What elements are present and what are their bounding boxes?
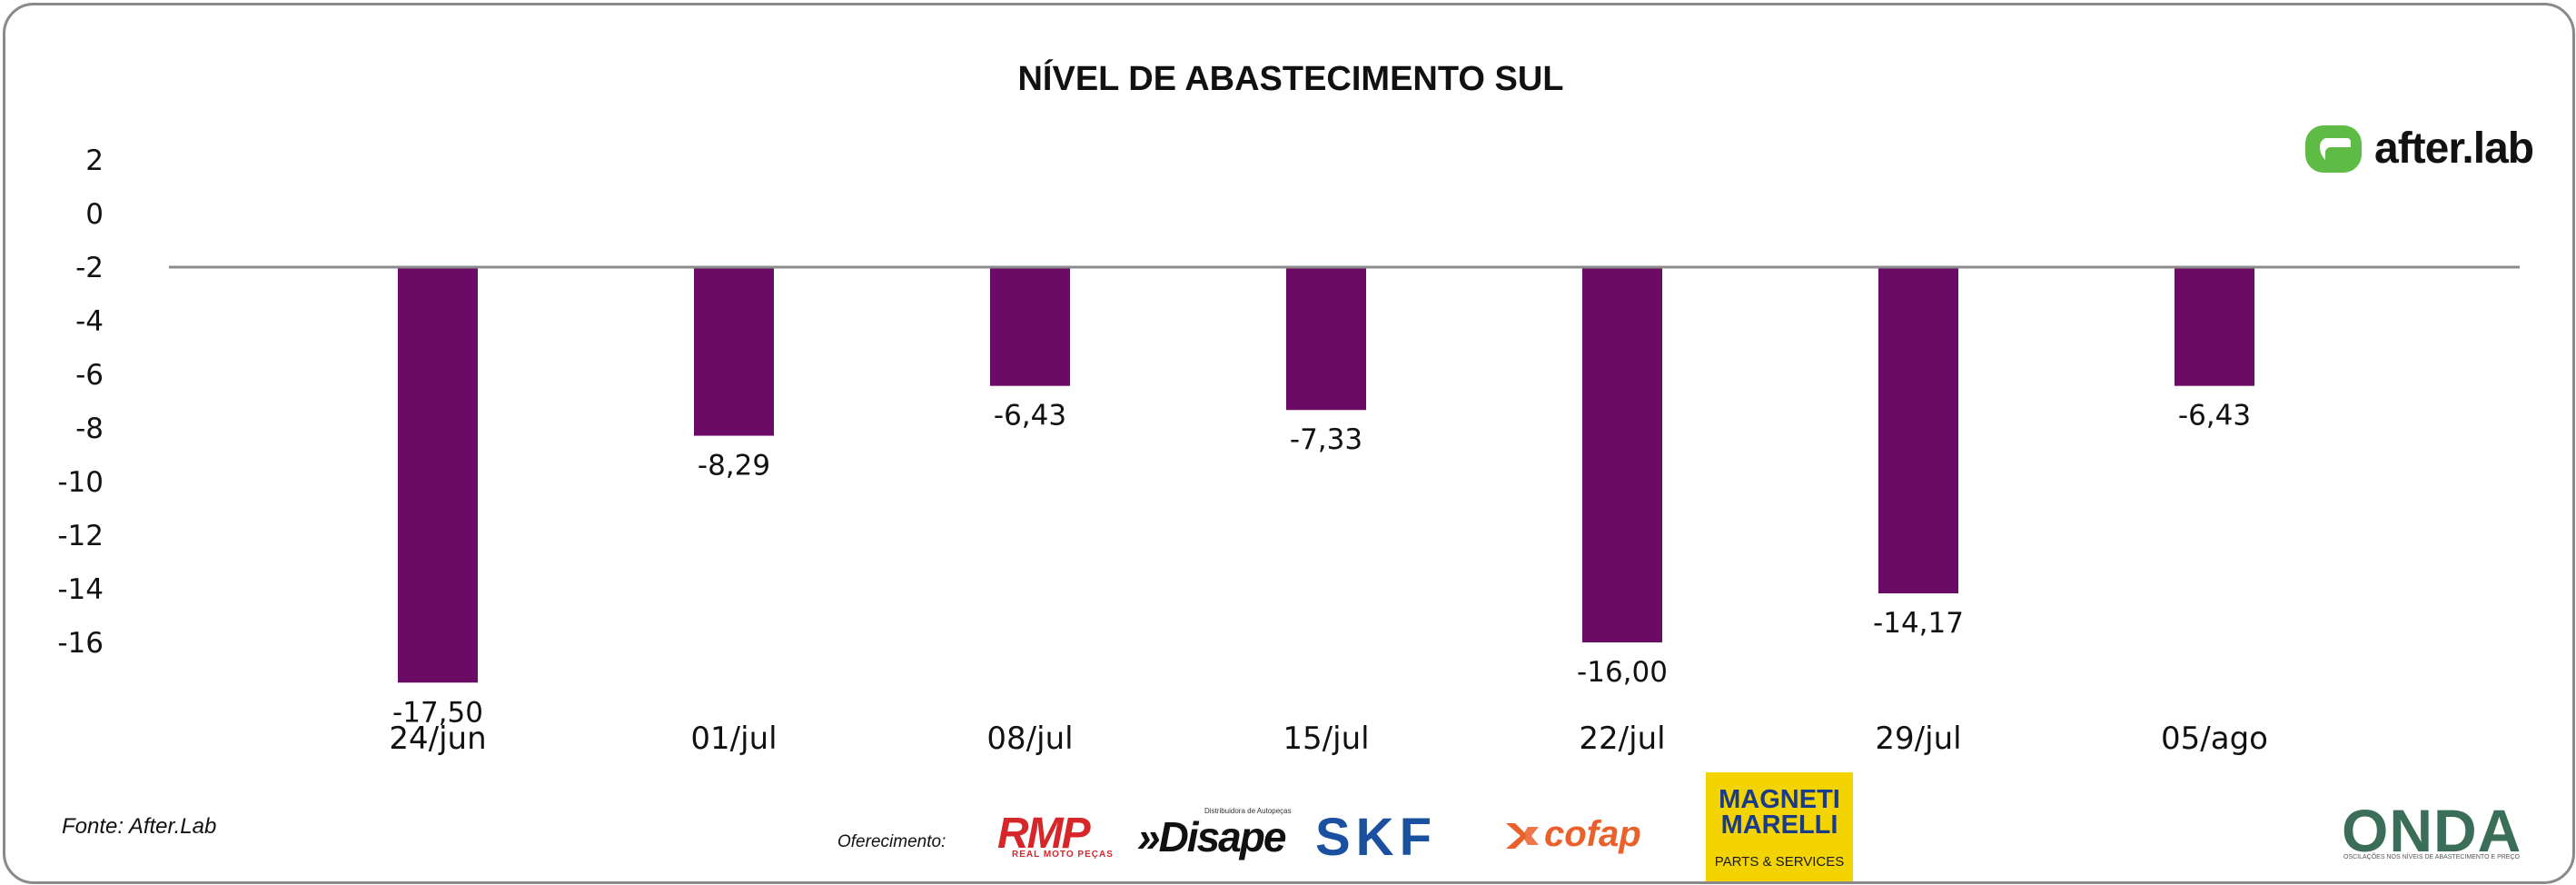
disape-wordmark: »Disape [1137,813,1286,860]
data-labels: -17,50 -8,29 -6,43 -7,33 -16,00 -14,17 -6,43 [392,400,2251,730]
rmp-logo: RMP REAL MOTO PEÇAS [997,809,1119,861]
skf-logo: SKF [1315,808,1486,867]
x-tick-label: 05/ago [2161,721,2268,757]
y-tick-label: 2 [85,144,104,177]
bar [1286,267,1366,411]
x-tick-label: 01/jul [690,721,777,757]
magneti-marelli-logo: MAGNETI MARELLI PARTS & SERVICES [1706,772,1853,881]
rmp-wordmark: RMP [997,810,1091,858]
bars [398,267,2254,683]
bar [1582,267,1662,642]
y-tick-label: -16 [57,627,104,660]
marelli-wordmark: MAGNETI MARELLI [1719,785,1840,840]
afterlab-wordmark: after.lab [2374,124,2534,173]
source-note: Fonte: After.Lab [62,814,217,839]
data-label: -16,00 [1577,656,1668,689]
chart-title: NÍVEL DE ABASTECIMENTO SUL [1017,60,1564,98]
y-tick-label: -4 [75,305,104,338]
onda-tagline: OSCILAÇÕES NOS NÍVEIS DE ABASTECIMENTO E… [2343,854,2520,860]
data-label: -17,50 [392,696,483,729]
bar [398,267,478,683]
x-tick-label: 08/jul [986,721,1073,757]
skf-wordmark: SKF [1315,808,1437,867]
y-tick-label: -14 [57,573,104,606]
bar [2175,267,2254,386]
x-tick-label: 24/jun [389,721,486,757]
x-tick-label: 15/jul [1283,721,1369,757]
afterlab-mark-icon [2305,125,2362,173]
data-label: -6,43 [994,400,1066,433]
cofap-mark-icon [1506,823,1539,849]
y-tick-label: -2 [75,252,104,284]
cofap-logo: cofap [1504,814,1677,860]
x-axis: 24/jun 01/jul 08/jul 15/jul 22/jul 29/jul 05/a… [389,721,2268,757]
y-tick-label: -8 [75,413,104,445]
rmp-tagline: REAL MOTO PEÇAS [1012,850,1114,860]
bar [694,267,774,436]
chart-frame: NÍVEL DE ABASTECIMENTO SUL 2 0 -2 -4 -6 -8 -10… [3,3,2575,884]
bar [1878,267,1958,594]
onda-logo: ONDA OSCILAÇÕES NOS NÍVEIS DE ABASTECIME… [2342,796,2529,865]
y-tick-label: 0 [85,198,104,231]
y-tick-label: -12 [57,520,104,552]
data-label: -14,17 [1873,607,1964,640]
disape-tagline: Distribuidora de Autopeças [1204,807,1292,815]
disape-logo: Distribuidora de Autopeças »Disape [1137,805,1297,861]
bar [990,267,1070,386]
y-axis: 2 0 -2 -4 -6 -8 -10 -12 -14 -16 [57,144,104,660]
y-tick-label: -10 [57,466,104,499]
x-tick-label: 29/jul [1875,721,1961,757]
x-tick-label: 22/jul [1579,721,1665,757]
onda-wordmark: ONDA [2342,797,2522,864]
data-label: -7,33 [1290,423,1362,456]
afterlab-logo: after.lab [2302,122,2556,178]
sponsor-label: Oferecimento: [837,832,946,851]
data-label: -8,29 [698,450,770,482]
data-label: -6,43 [2178,400,2251,433]
y-tick-label: -6 [75,359,104,392]
marelli-tagline: PARTS & SERVICES [1714,854,1845,870]
cofap-wordmark: cofap [1544,814,1641,854]
chart-plot: 20-2-4-6-8-10-12-14-16 -17,50-8,29-6,43-… [57,144,2520,757]
